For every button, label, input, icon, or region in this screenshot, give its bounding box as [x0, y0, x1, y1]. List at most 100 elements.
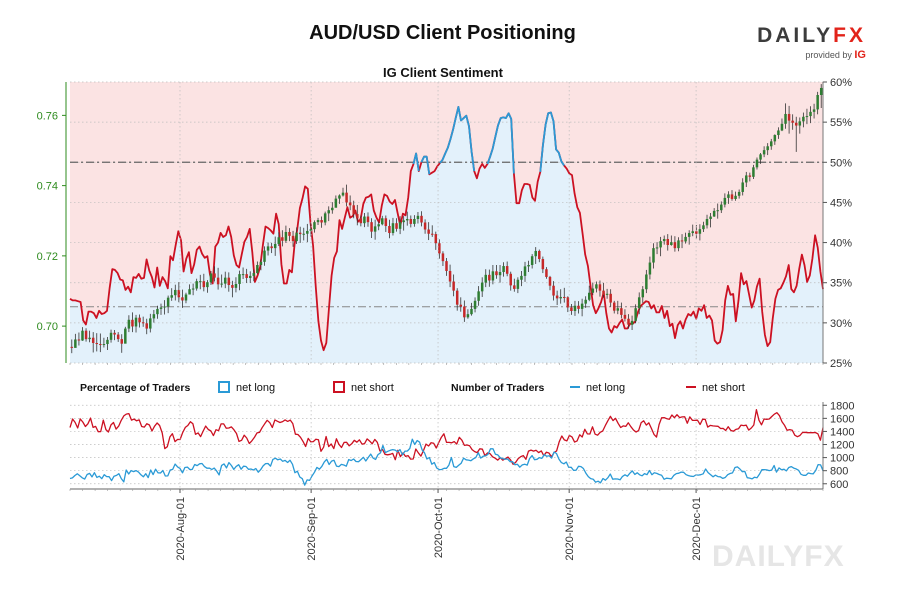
candle-body	[102, 344, 106, 346]
candle-body	[637, 297, 641, 309]
candle-body	[177, 289, 181, 298]
candle-body	[245, 274, 248, 278]
dailyfx-logo: DAILYFX provided by IG	[746, 24, 866, 61]
trader-count-plot	[69, 402, 824, 489]
candle-body	[498, 272, 502, 276]
candle-body	[109, 332, 113, 340]
candle-body	[737, 191, 741, 196]
legend-pct-heading: Percentage of Traders	[80, 382, 190, 394]
candle-body	[270, 246, 273, 249]
candle-body	[199, 281, 202, 283]
candle-body	[95, 342, 99, 345]
legend-pct-short-swatch	[333, 381, 345, 393]
percent-tick-label: 30%	[830, 318, 852, 330]
candle-body	[538, 250, 541, 260]
candle-body	[381, 218, 384, 225]
candle-body	[648, 262, 652, 275]
candle-body	[480, 282, 484, 292]
candle-body	[634, 308, 637, 321]
candle-body	[213, 273, 216, 278]
candle-body	[420, 215, 423, 223]
candle-body	[463, 306, 466, 318]
candle-body	[702, 225, 705, 230]
candle-body	[170, 295, 173, 298]
candle-body	[91, 337, 95, 343]
count-net-short-line	[69, 409, 824, 465]
candle-body	[598, 284, 602, 291]
candle-body	[402, 220, 405, 223]
candle-body	[591, 288, 595, 293]
candle-body	[441, 253, 445, 262]
net-long-region	[70, 106, 823, 364]
candle-body	[577, 305, 580, 309]
candle-body	[195, 281, 198, 289]
candle-body	[373, 226, 377, 232]
candle-body	[388, 226, 391, 234]
candle-body	[548, 276, 552, 286]
candle-body	[341, 192, 345, 196]
candle-body	[405, 218, 409, 221]
candle-body	[609, 293, 612, 303]
price-tick-label: 0.76	[37, 110, 58, 122]
legend-num-heading: Number of Traders	[451, 382, 545, 394]
candle-body	[705, 218, 709, 226]
date-tick-label: 2020-Oct-01	[433, 497, 445, 558]
candle-body	[459, 304, 463, 307]
candle-body	[534, 250, 537, 257]
candle-body	[527, 265, 530, 267]
price-tick-label: 0.72	[37, 251, 58, 263]
candle-body	[163, 306, 166, 308]
candle-body	[484, 274, 488, 283]
legend-pct-long-swatch	[218, 381, 230, 393]
candle-body	[241, 274, 245, 276]
candle-body	[630, 320, 634, 325]
candle-body	[612, 302, 616, 311]
candle-body	[423, 222, 427, 230]
candle-body	[587, 292, 591, 300]
candle-body	[466, 314, 470, 318]
legend-pct-short-label: net short	[351, 382, 394, 394]
candle-body	[166, 297, 170, 307]
candle-body	[291, 235, 295, 242]
percent-tick-label: 45%	[830, 197, 852, 209]
candle-body	[159, 307, 163, 309]
candle-body	[784, 113, 787, 124]
candle-body	[563, 296, 566, 298]
candle-body	[720, 204, 723, 211]
candle-body	[302, 233, 306, 235]
candle-body	[819, 87, 823, 95]
candle-body	[495, 271, 498, 276]
candle-body	[430, 233, 434, 235]
count-tick-label: 600	[830, 479, 848, 491]
candle-body	[209, 273, 213, 283]
date-tick-label: 2020-Sep-01	[306, 497, 318, 561]
price-tick-label: 0.74	[37, 181, 58, 193]
candle-body	[641, 289, 645, 298]
date-tick-label: 2020-Aug-01	[175, 497, 187, 561]
candle-body	[491, 271, 495, 281]
candle-body	[741, 182, 744, 192]
candle-body	[306, 230, 309, 234]
candle-body	[691, 231, 694, 234]
price-sentiment-plot	[69, 81, 823, 364]
percent-tick-label: 40%	[830, 238, 852, 250]
candle-body	[334, 198, 338, 208]
candle-body	[288, 231, 291, 236]
candle-body	[281, 237, 284, 241]
candle-body	[99, 344, 102, 346]
candle-body	[398, 222, 402, 229]
count-tick-label: 800	[830, 466, 848, 478]
chart-subtitle: IG Client Sentiment	[383, 65, 504, 80]
legend-pct-long-label: net long	[236, 382, 275, 394]
candle-body	[413, 218, 416, 224]
candle-body	[77, 339, 81, 341]
candle-body	[298, 232, 302, 235]
candle-body	[723, 197, 727, 205]
candle-body	[206, 282, 209, 288]
candle-body	[755, 159, 759, 168]
candle-body	[605, 293, 609, 295]
candle-body	[745, 175, 748, 183]
date-tick-label: 2020-Dec-01	[691, 497, 703, 561]
candle-body	[670, 242, 673, 245]
candle-body	[552, 285, 555, 296]
